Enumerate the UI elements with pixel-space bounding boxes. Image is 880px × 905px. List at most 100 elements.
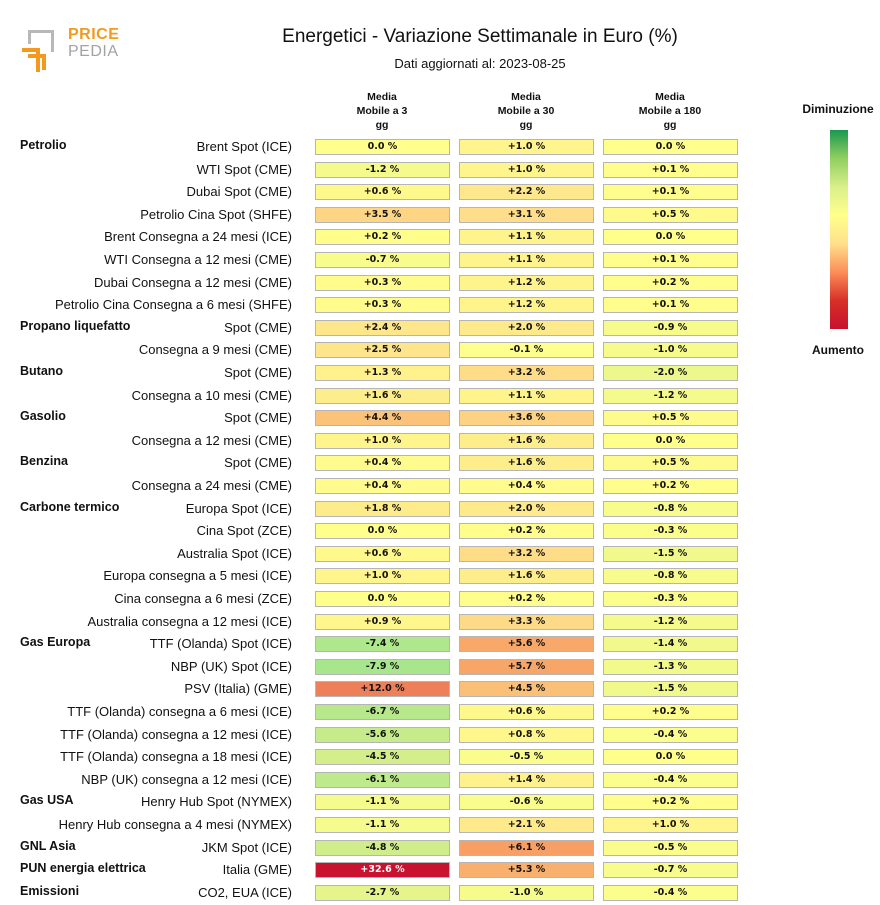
row-label: Dubai Spot (CME) (186, 184, 292, 200)
category-label: Butano (20, 364, 64, 378)
heatmap-cell: -1.0 % (603, 342, 738, 359)
heatmap-cell: +0.4 % (315, 478, 450, 494)
heatmap-cell: -7.9 % (315, 658, 450, 675)
heatmap-cell: +0.5 % (603, 410, 738, 427)
column-header-line: gg (663, 119, 677, 131)
row-label: WTI Spot (CME) (196, 161, 292, 177)
category-label: Benzina (20, 454, 68, 469)
row-label: Spot (CME) (224, 455, 292, 471)
heatmap-cell: +0.2 % (603, 794, 738, 811)
heatmap-cell: +2.4 % (315, 319, 450, 336)
heatmap-cell: +2.5 % (315, 342, 450, 359)
column-header-line: Mobile a 3 (356, 105, 408, 117)
row-label: Europa Spot (ICE) (185, 500, 292, 516)
column-header-line: Media (655, 91, 685, 103)
row-label: JKM Spot (ICE) (201, 839, 292, 855)
heatmap-cell: 0.0 % (315, 523, 450, 540)
row-label: Spot (CME) (224, 319, 292, 335)
logo-line-1: PRICE (68, 26, 120, 43)
column-header-180gg: Media Mobile a 180 gg (605, 90, 735, 132)
column-header-line: Mobile a 30 (497, 105, 555, 117)
column-header-line: gg (375, 119, 389, 131)
legend-label-decrease: Diminuzione (802, 102, 874, 116)
heatmap-cell: +3.6 % (459, 410, 594, 427)
heatmap-cell: -2.0 % (603, 365, 738, 381)
heatmap-cell: +5.7 % (459, 658, 594, 675)
heatmap-cell: +4.4 % (315, 410, 450, 427)
category-label: Gas USA (20, 793, 74, 808)
row-label: CO2, EUA (ICE) (198, 884, 292, 900)
heatmap-cell: -1.2 % (315, 161, 450, 178)
heatmap-cell: +1.2 % (459, 297, 594, 314)
heatmap-cell: +1.4 % (459, 771, 594, 788)
heatmap-cell: +0.2 % (459, 591, 594, 607)
row-label: Brent Consegna a 24 mesi (ICE) (104, 229, 292, 245)
heatmap-cell: +1.1 % (459, 252, 594, 268)
heatmap-cell: -0.4 % (603, 726, 738, 743)
category-label: Gas Europa (20, 635, 91, 650)
heatmap-cell: +4.5 % (459, 681, 594, 698)
heatmap-cell: +1.0 % (459, 139, 594, 155)
heatmap-cell: +0.1 % (603, 297, 738, 314)
heatmap-cell: -1.3 % (603, 658, 738, 675)
heatmap-cell: -5.6 % (315, 726, 450, 743)
column-header-3gg: Media Mobile a 3 gg (317, 90, 447, 132)
heatmap-cell: -1.5 % (603, 681, 738, 698)
row-label: Petrolio Cina Consegna a 6 mesi (SHFE) (55, 297, 292, 313)
heatmap-cell: -0.7 % (315, 252, 450, 268)
column-header-line: gg (519, 119, 533, 131)
row-label: Spot (CME) (224, 410, 292, 426)
row-label: Consegna a 12 mesi (CME) (131, 432, 292, 448)
heatmap-cell: +6.1 % (459, 839, 594, 856)
heatmap-cell: +2.2 % (459, 184, 594, 201)
heatmap-cell: +3.2 % (459, 365, 594, 381)
heatmap-cell: +2.0 % (459, 319, 594, 336)
heatmap-cell: -1.2 % (603, 387, 738, 404)
heatmap-cell: +0.8 % (459, 726, 594, 743)
heatmap-cell: 0.0 % (603, 432, 738, 449)
heatmap-cell: +1.6 % (459, 568, 594, 585)
heatmap-cell: +1.2 % (459, 274, 594, 291)
row-label: Brent Spot (ICE) (196, 139, 292, 154)
heatmap-cell: +1.6 % (315, 387, 450, 404)
heatmap-cell: 0.0 % (315, 139, 450, 155)
logo-wordmark: PRICE PEDIA (68, 26, 119, 60)
heatmap-cell: -2.7 % (315, 884, 450, 901)
heatmap-cell: -1.4 % (603, 636, 738, 653)
row-label: NBP (UK) Spot (ICE) (170, 658, 292, 674)
heatmap-cell: +0.1 % (603, 252, 738, 268)
column-header-line: Media (511, 91, 541, 103)
row-label: Australia Spot (ICE) (177, 545, 292, 561)
column-header-line: Mobile a 180 (638, 105, 702, 117)
column-header-line: Media (367, 91, 397, 103)
row-label: WTI Consegna a 12 mesi (CME) (104, 252, 292, 267)
heatmap-cell: +2.0 % (459, 500, 594, 517)
heatmap-cell: +12.0 % (315, 681, 450, 698)
legend-label-increase: Aumento (812, 343, 864, 357)
heatmap-cell: -0.7 % (603, 862, 738, 879)
heatmap-cell: +1.0 % (315, 568, 450, 585)
heatmap-cell: +0.2 % (459, 523, 594, 540)
heatmap-cell: +0.5 % (603, 206, 738, 223)
heatmap-cell: +32.6 % (315, 862, 450, 879)
heatmap-cell: -0.3 % (603, 523, 738, 540)
heatmap-cell: -0.8 % (603, 568, 738, 585)
logo-mark-icon (22, 30, 54, 72)
heatmap-cell: +3.5 % (315, 206, 450, 223)
row-label: PSV (Italia) (GME) (184, 681, 292, 697)
category-label: Emissioni (20, 883, 80, 898)
heatmap-cell: +0.6 % (315, 545, 450, 562)
row-label: Spot (CME) (224, 365, 292, 380)
heatmap-cell: -4.8 % (315, 839, 450, 856)
row-label: TTF (Olanda) consegna a 6 mesi (ICE) (67, 704, 292, 719)
pricepedia-logo: PRICE PEDIA (20, 26, 130, 74)
heatmap-cell: -7.4 % (315, 636, 450, 653)
heatmap-cell: +0.6 % (459, 704, 594, 720)
row-label: Consegna a 10 mesi (CME) (131, 387, 292, 403)
heatmap-cell: +3.2 % (459, 545, 594, 562)
heatmap-cell: +1.3 % (315, 365, 450, 381)
heatmap-cell: -1.2 % (603, 613, 738, 630)
heatmap-cell: -0.4 % (603, 771, 738, 788)
row-label: Dubai Consegna a 12 mesi (CME) (94, 274, 292, 290)
row-label: TTF (Olanda) consegna a 18 mesi (ICE) (60, 749, 292, 765)
